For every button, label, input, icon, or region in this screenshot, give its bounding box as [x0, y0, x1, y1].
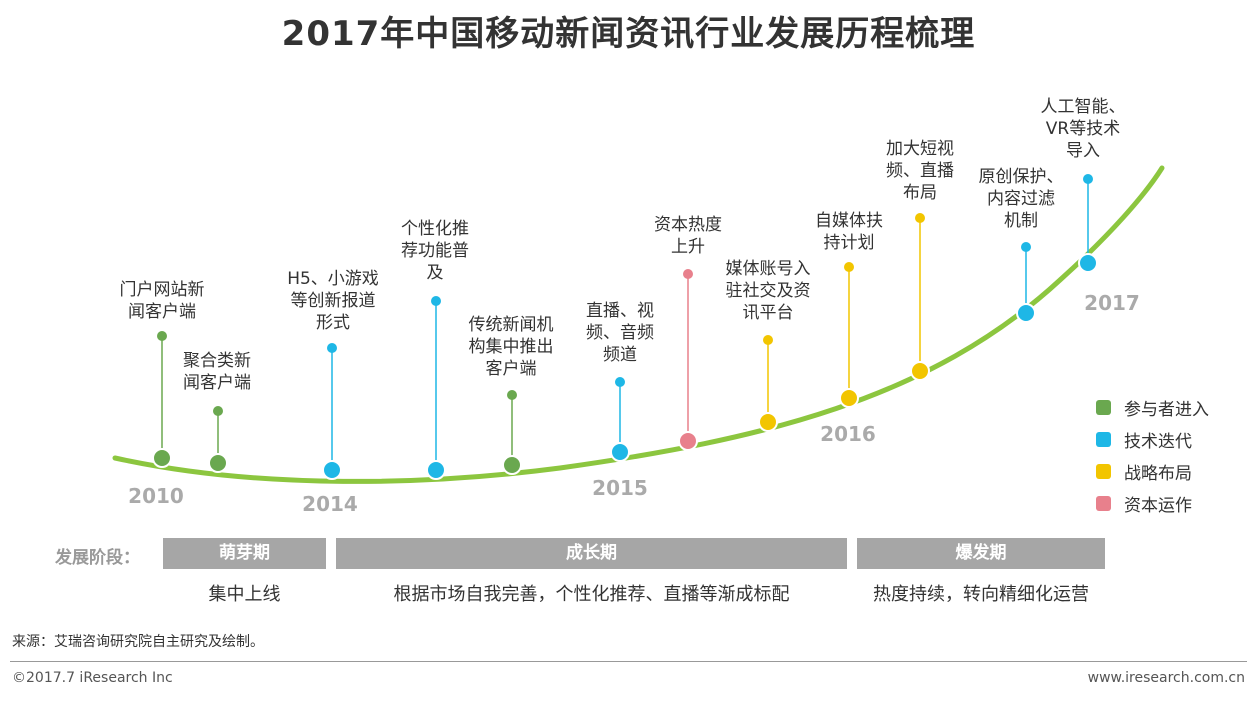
- event-tip-dot: [683, 269, 693, 279]
- event-marker: [758, 412, 778, 432]
- phase-desc-sprouting: 集中上线: [208, 584, 281, 605]
- event-label-8: 媒体账号入 驻社交及资 讯平台: [725, 259, 811, 323]
- event-marker: [910, 361, 930, 381]
- event-label-6: 直播、视 频、音频 频道: [586, 301, 654, 365]
- legend-item-tech: 技术迭代: [1096, 423, 1209, 455]
- event-tip-dot: [1021, 242, 1031, 252]
- legend: 参与者进入 技术迭代 战略布局 资本运作: [1096, 391, 1209, 519]
- event-tip-dot: [1083, 174, 1093, 184]
- event-marker: [208, 453, 228, 473]
- event-tip-dot: [844, 262, 854, 272]
- event-tip-dot: [327, 343, 337, 353]
- copyright: ©2017.7 iResearch Inc: [12, 670, 173, 686]
- event-tip-dot: [507, 390, 517, 400]
- legend-label: 参与者进入: [1124, 399, 1209, 420]
- legend-item-strategy: 战略布局: [1096, 455, 1209, 487]
- phase-bar-sprouting: 萌芽期: [163, 538, 326, 569]
- legend-marker: [1096, 495, 1111, 511]
- event-marker: [610, 442, 630, 462]
- event-label-3: H5、小游戏 等创新报道 形式: [287, 269, 379, 333]
- website: www.iresearch.com.cn: [1087, 670, 1245, 686]
- event-label-1: 门户网站新 闻客户端: [119, 280, 205, 322]
- event-marker: [502, 455, 522, 475]
- event-tip-dot: [763, 335, 773, 345]
- year-label-2010: 2010: [128, 484, 184, 508]
- event-marker: [1016, 303, 1036, 323]
- event-label-7: 资本热度 上升: [654, 215, 722, 257]
- event-label-12: 人工智能、 VR等技术 导入: [1040, 97, 1126, 161]
- legend-marker: [1096, 463, 1111, 479]
- event-label-5: 传统新闻机 构集中推出 客户端: [468, 315, 554, 379]
- event-label-9: 自媒体扶 持计划: [815, 211, 883, 253]
- year-label-2017: 2017: [1084, 291, 1140, 315]
- event-label-2: 聚合类新 闻客户端: [183, 351, 251, 393]
- page-title: 2017年中国移动新闻资讯行业发展历程梳理: [281, 14, 976, 54]
- event-tip-dot: [915, 213, 925, 223]
- event-marker: [322, 460, 342, 480]
- stage-title: 发展阶段：: [55, 548, 140, 568]
- event-marker: [678, 431, 698, 451]
- event-marker: [839, 388, 859, 408]
- event-tip-dot: [157, 331, 167, 341]
- footer-divider: [10, 661, 1247, 662]
- legend-label: 资本运作: [1124, 495, 1192, 516]
- event-marker: [1078, 253, 1098, 273]
- phase-desc-explosion: 热度持续，转向精细化运营: [873, 584, 1089, 605]
- event-tip-dot: [213, 406, 223, 416]
- phase-desc-growth: 根据市场自我完善，个性化推荐、直播等渐成标配: [393, 584, 790, 605]
- year-label-2015: 2015: [592, 476, 648, 500]
- event-marker: [152, 448, 172, 468]
- legend-item-capital: 资本运作: [1096, 487, 1209, 519]
- legend-label: 战略布局: [1124, 463, 1192, 484]
- phase-bar-growth: 成长期: [336, 538, 847, 569]
- event-label-4: 个性化推 荐功能普 及: [401, 219, 469, 283]
- event-label-11: 原创保护、 内容过滤 机制: [978, 167, 1064, 231]
- year-label-2016: 2016: [820, 422, 876, 446]
- event-marker: [426, 460, 446, 480]
- legend-label: 技术迭代: [1124, 431, 1192, 452]
- source-note: 来源：艾瑞咨询研究院自主研究及绘制。: [12, 634, 264, 650]
- legend-marker: [1096, 431, 1111, 447]
- event-tip-dot: [431, 296, 441, 306]
- event-tip-dot: [615, 377, 625, 387]
- legend-item-participant: 参与者进入: [1096, 391, 1209, 423]
- phase-bar-explosion: 爆发期: [857, 538, 1105, 569]
- event-label-10: 加大短视 频、直播 布局: [886, 139, 954, 203]
- legend-marker: [1096, 399, 1111, 415]
- timeline-diagram: [112, 165, 1165, 484]
- growth-curve: [112, 165, 1165, 484]
- year-label-2014: 2014: [302, 492, 358, 516]
